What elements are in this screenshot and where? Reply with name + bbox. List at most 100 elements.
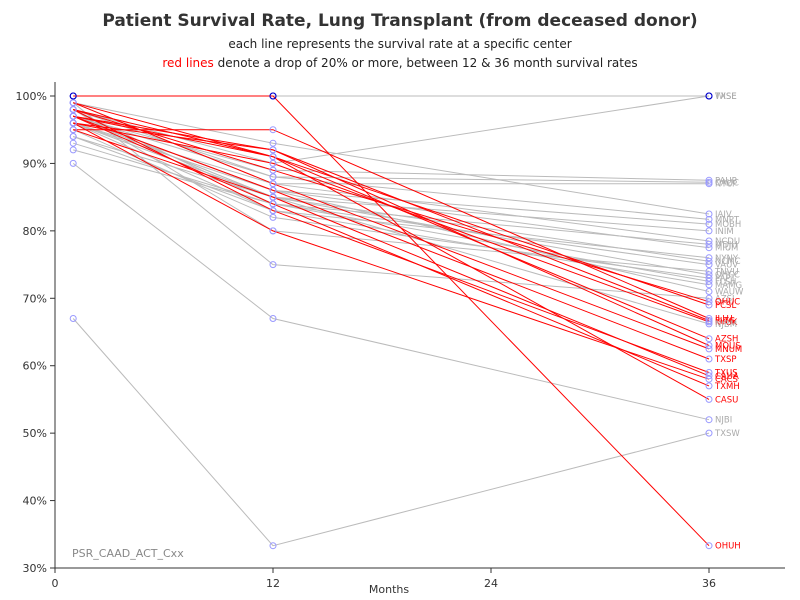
series-label-ohcc: OHCC <box>715 271 740 281</box>
data-point-marker <box>69 146 77 154</box>
data-point-marker <box>269 146 277 154</box>
data-point-marker <box>705 342 713 349</box>
data-point-marker <box>269 126 277 134</box>
data-point-marker <box>69 315 77 322</box>
series-label-mnpt: MNPT <box>715 215 740 225</box>
series-line-kyuk <box>73 122 710 323</box>
x-axis-ticks: 0 12 24 36 <box>52 568 716 590</box>
data-point-marker <box>269 139 277 147</box>
data-point-marker <box>269 315 277 322</box>
series-label-wise: WISE <box>715 92 737 102</box>
data-point-marker <box>269 166 277 174</box>
data-point-marker <box>269 186 277 194</box>
series-line-casu <box>73 102 710 400</box>
series-lines <box>72 95 710 547</box>
series-line-mous <box>73 122 710 346</box>
subtitle-rest-text: denote a drop of 20% or more, between 12… <box>214 56 638 70</box>
series-label-paup: PAUP <box>715 176 737 186</box>
series-label-illu: ILLU <box>715 315 733 325</box>
data-point-marker <box>69 159 77 167</box>
x-tick-label: 24 <box>484 577 498 590</box>
y-tick-label: 60% <box>23 360 47 373</box>
data-point-marker <box>705 178 713 186</box>
data-point-marker <box>69 139 77 147</box>
data-point-marker <box>269 193 277 201</box>
y-tick-label: 70% <box>23 292 47 305</box>
data-point-marker <box>705 345 713 353</box>
series-label-cacs: CACS <box>715 375 738 385</box>
series-label-cauc: CAUC <box>715 178 739 188</box>
series-label-kyuk: KYUK <box>715 318 738 328</box>
data-point-marker <box>705 288 713 295</box>
data-point-marker <box>705 429 713 437</box>
series-label-mium: MIUM <box>715 244 738 254</box>
data-point-marker <box>269 159 277 167</box>
y-tick-label: 40% <box>23 495 47 508</box>
series-label-mobh: MOBH <box>715 220 741 230</box>
plot-area <box>55 78 785 568</box>
series-label-fltg: FLTG <box>715 317 735 327</box>
series-label-tnvu: TNVU <box>714 267 739 277</box>
series-line-inim <box>73 115 710 232</box>
series-label-papt: PAPT <box>715 274 737 284</box>
chart-title: Patient Survival Rate, Lung Transplant (… <box>102 11 697 31</box>
data-point-marker <box>705 176 713 184</box>
data-point-marker <box>705 301 713 309</box>
data-point-marker <box>705 92 713 100</box>
series-label-wauw: WAUW <box>715 288 744 298</box>
series-label-mous: MOUS <box>715 342 741 352</box>
y-tick-label: 100% <box>16 90 47 103</box>
data-point-marker <box>705 267 713 275</box>
series-label-nyny: NYNY <box>715 254 739 264</box>
data-point-marker <box>269 173 277 181</box>
data-point-marker <box>269 207 277 215</box>
data-point-marker <box>705 355 713 363</box>
data-point-marker <box>69 106 77 113</box>
y-tick-label: 50% <box>23 427 47 440</box>
series-label-ncdu: NCDU <box>715 237 740 247</box>
series-line-txsp <box>73 115 710 360</box>
series-label-njbm: NJBM <box>715 320 737 330</box>
series-label-mnum: MNUM <box>715 345 742 355</box>
data-point-marker <box>705 416 713 424</box>
x-tick-label: 12 <box>266 577 280 590</box>
series-label-vauv: VAUV <box>715 261 738 271</box>
x-axis-label: Months <box>369 583 409 596</box>
series-label-ncmc: NCMC <box>715 257 741 267</box>
data-point-marker <box>705 369 713 376</box>
series-line-mnum <box>73 102 710 350</box>
data-point-marker <box>705 244 713 252</box>
data-point-marker <box>705 298 713 306</box>
data-point-marker <box>69 112 77 120</box>
series-label-txus: TXUS <box>714 369 738 379</box>
series-markers <box>69 92 713 550</box>
data-point-marker <box>269 542 277 550</box>
series-label-mamg: MAMG <box>715 281 742 291</box>
chart-footnote: PSR_CAAD_ACT_Cxx <box>72 547 184 560</box>
data-point-marker <box>69 119 77 127</box>
series-label-txmh: TXMH <box>714 382 740 392</box>
data-point-marker <box>705 372 713 380</box>
series-label-casu: CASU <box>715 395 738 405</box>
series-label-mdjh: MDJH <box>715 240 738 250</box>
series-line-txmh <box>72 115 710 387</box>
series-line-mamg <box>72 122 710 286</box>
subtitle-red-lines-text: red lines <box>162 56 213 70</box>
data-point-marker <box>705 210 713 218</box>
y-tick-label: 80% <box>23 225 47 238</box>
data-point-marker <box>705 335 713 343</box>
series-line-flsh <box>73 149 710 282</box>
y-tick-label: 30% <box>23 562 47 575</box>
series-label-pcsl: PCSL <box>715 301 736 311</box>
chart-subtitle-line1: each line represents the survival rate a… <box>228 37 571 51</box>
series-label-flsh: FLSH <box>715 277 736 287</box>
series-line-azsh <box>73 109 710 340</box>
data-point-marker <box>69 133 77 140</box>
data-point-marker <box>269 261 277 269</box>
series-label-azsj: AZSJ <box>715 294 735 304</box>
data-point-marker <box>69 99 77 107</box>
data-point-marker <box>705 240 713 248</box>
series-line-caua <box>73 129 710 377</box>
series-label-inim: INIM <box>715 227 734 237</box>
